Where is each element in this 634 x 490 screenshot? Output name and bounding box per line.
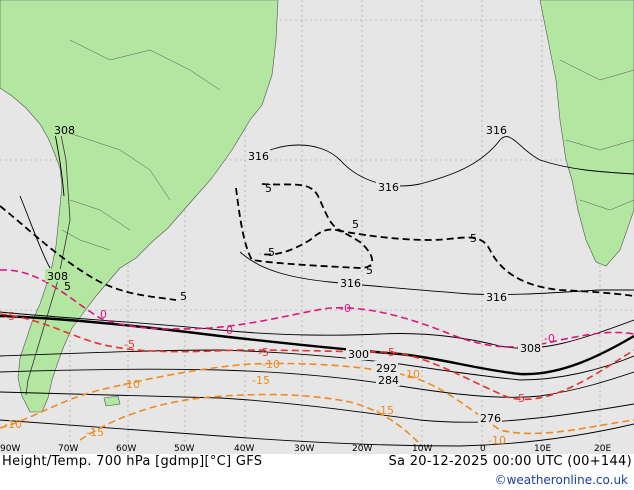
temp-label: -15: [86, 426, 104, 439]
lon-tick: 0: [480, 444, 486, 454]
height-label: 308: [54, 124, 75, 137]
temp-label: 5: [470, 232, 477, 245]
height-label: 316: [340, 277, 361, 290]
lon-tick: 70W: [58, 444, 79, 454]
temp-label: 0: [226, 324, 233, 337]
temp-label: -0: [544, 332, 555, 345]
temp-label: -0: [340, 302, 351, 315]
temp-contour-0: [0, 269, 634, 348]
temp-labels: 5 5 5 5 5 5 -5 0 -0 0 -0 -5 -5 -5 -10 -1…: [4, 182, 555, 447]
height-label: 308: [47, 270, 68, 283]
falklands-land: [103, 395, 121, 407]
temp-label: 5: [265, 182, 272, 195]
temp-label: 5: [366, 264, 373, 277]
lon-tick: 50W: [174, 444, 195, 454]
temp-label: 5: [180, 290, 187, 303]
lon-tick: 10W: [412, 444, 433, 454]
credit-link[interactable]: ©weatheronline.co.uk: [494, 473, 628, 487]
lon-tick: 20W: [352, 444, 373, 454]
height-label: 292: [376, 362, 397, 375]
lon-tick: 90W: [0, 444, 21, 454]
height-label: 276: [480, 412, 501, 425]
temp-label: -10: [122, 378, 140, 391]
temp-contour-m10: [0, 362, 634, 435]
temp-label: -15: [376, 404, 394, 417]
temp-label: -10: [4, 418, 22, 431]
temp-label: -5: [4, 310, 15, 323]
temp-label: -5: [124, 338, 135, 351]
height-label: 316: [486, 291, 507, 304]
lon-tick: 60W: [116, 444, 137, 454]
height-labels: 308 316 316 316 308 316 316 300 292 284 …: [45, 123, 542, 425]
lon-tick: 30W: [294, 444, 315, 454]
temp-label: -5: [514, 392, 525, 405]
south-america-land: [0, 0, 279, 413]
temp-contours-positive: [0, 183, 634, 301]
height-label: 300: [348, 348, 369, 361]
map-title: Height/Temp. 700 hPa [gdmp][°C] GFS: [2, 454, 263, 469]
weather-map: 308 316 316 316 308 316 316 300 292 284 …: [0, 0, 634, 454]
lon-tick: 20E: [594, 444, 612, 454]
temp-label: -10: [488, 434, 506, 447]
map-datetime: Sa 20-12-2025 00:00 UTC (00+144): [388, 454, 632, 469]
height-label: 284: [378, 374, 399, 387]
temp-label: -5: [258, 346, 269, 359]
height-label: 316: [378, 181, 399, 194]
footer-bar: Height/Temp. 700 hPa [gdmp][°C] GFS Sa 2…: [0, 454, 634, 490]
temp-label: -5: [384, 346, 395, 359]
height-label: 316: [248, 150, 269, 163]
country-borders: [49, 39, 221, 276]
temp-label: -10: [402, 368, 420, 381]
temp-label: 5: [268, 246, 275, 259]
temp-contour-m15: [79, 393, 421, 445]
temp-contour-m5: [0, 313, 634, 401]
temp-label: 0: [100, 308, 107, 321]
height-label: 308: [520, 342, 541, 355]
temp-label: -15: [252, 374, 270, 387]
africa-borders: [559, 59, 634, 211]
temp-label: 5: [64, 280, 71, 293]
temp-label: -10: [262, 358, 280, 371]
lon-tick: 40W: [234, 444, 255, 454]
lon-tick: 10E: [534, 444, 552, 454]
height-label: 316: [486, 124, 507, 137]
africa-land: [539, 0, 634, 267]
temp-label: 5: [352, 218, 359, 231]
